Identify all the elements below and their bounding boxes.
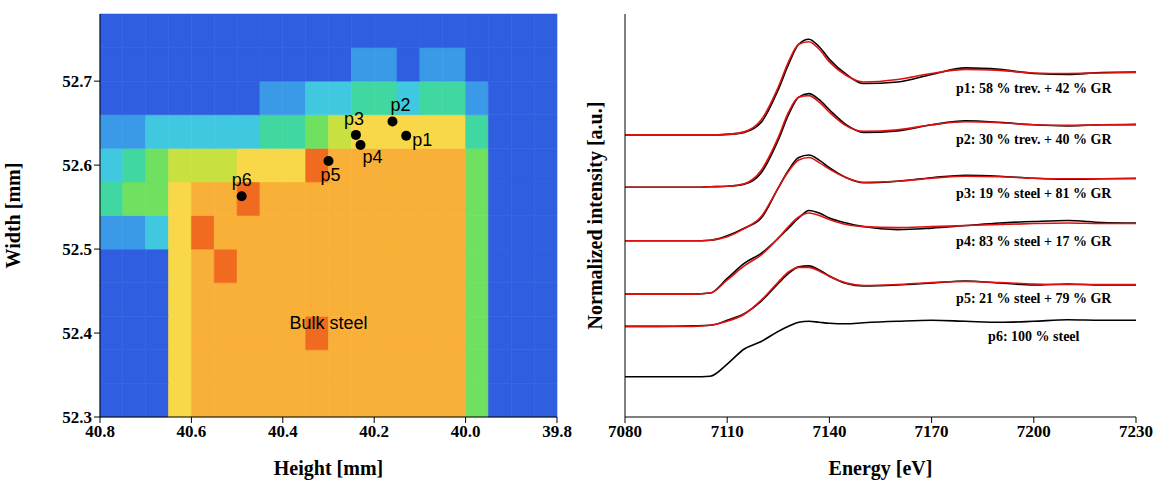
svg-text:40.8: 40.8 — [85, 422, 115, 442]
svg-text:7140: 7140 — [812, 422, 846, 441]
svg-text:p4: p4 — [362, 147, 382, 167]
svg-text:Energy [eV]: Energy [eV] — [829, 457, 933, 480]
svg-text:40.4: 40.4 — [268, 422, 298, 441]
svg-text:Height [mm]: Height [mm] — [274, 457, 383, 480]
svg-text:40.6: 40.6 — [177, 422, 207, 441]
svg-text:p1: 58 % trev. + 42 % GR: p1: 58 % trev. + 42 % GR — [956, 81, 1112, 96]
svg-text:p3: p3 — [344, 109, 364, 129]
svg-text:p5: 21 % steel + 79 % GR: p5: 21 % steel + 79 % GR — [956, 291, 1112, 306]
svg-text:Width [mm]: Width [mm] — [2, 163, 24, 269]
svg-text:p6: p6 — [232, 170, 252, 190]
svg-text:7170: 7170 — [915, 422, 949, 441]
svg-text:p6: 100 % steel: p6: 100 % steel — [988, 329, 1079, 344]
svg-text:p2: 30 % trev. + 40 % GR: p2: 30 % trev. + 40 % GR — [956, 132, 1112, 147]
svg-text:Normalized intensity [a.u.]: Normalized intensity [a.u.] — [584, 102, 607, 330]
svg-text:p2: p2 — [390, 95, 410, 115]
svg-text:p1: p1 — [412, 130, 432, 150]
svg-text:7230: 7230 — [1119, 422, 1153, 441]
svg-text:52.5: 52.5 — [62, 240, 92, 259]
svg-text:7110: 7110 — [711, 422, 744, 441]
svg-text:52.4: 52.4 — [62, 324, 92, 343]
svg-text:Bulk steel: Bulk steel — [289, 313, 367, 333]
svg-text:39.8: 39.8 — [542, 422, 572, 441]
svg-text:40.0: 40.0 — [451, 422, 481, 441]
svg-text:52.6: 52.6 — [62, 156, 92, 175]
svg-text:7080: 7080 — [608, 422, 642, 441]
svg-text:52.7: 52.7 — [62, 72, 92, 91]
svg-text:52.3: 52.3 — [62, 408, 92, 427]
svg-text:p4: 83 % steel + 17 % GR: p4: 83 % steel + 17 % GR — [956, 234, 1112, 249]
svg-text:p3: 19 % steel + 81 % GR: p3: 19 % steel + 81 % GR — [956, 186, 1112, 201]
svg-text:40.2: 40.2 — [359, 422, 389, 441]
svg-text:p5: p5 — [320, 165, 340, 185]
svg-text:7200: 7200 — [1017, 422, 1051, 441]
